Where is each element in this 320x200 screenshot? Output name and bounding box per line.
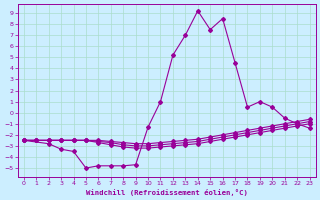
X-axis label: Windchill (Refroidissement éolien,°C): Windchill (Refroidissement éolien,°C): [86, 189, 248, 196]
